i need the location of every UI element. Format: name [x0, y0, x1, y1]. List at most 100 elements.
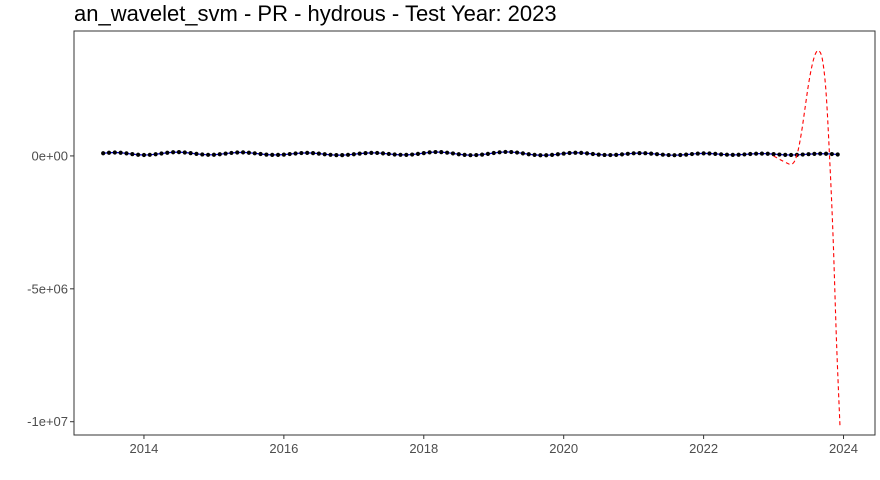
observed-data-point	[514, 150, 520, 155]
observed-data-point	[765, 151, 770, 156]
observed-data-point	[299, 150, 304, 156]
observed-data-point	[829, 151, 834, 157]
observed-data-point	[182, 150, 187, 155]
observed-data-point	[818, 151, 823, 156]
observed-data-point	[480, 152, 485, 157]
observed-data-point	[573, 150, 578, 155]
observed-data-point	[275, 152, 281, 158]
observed-data-point	[293, 151, 298, 156]
observed-data-point	[462, 152, 467, 157]
observed-data-point	[130, 152, 135, 157]
observed-data-point	[258, 151, 263, 157]
observed-data-point	[526, 152, 531, 157]
observed-data-point	[748, 151, 753, 157]
observed-data-point	[141, 152, 147, 158]
observed-data-point	[724, 152, 730, 157]
observed-data-point	[410, 152, 415, 157]
forecast-series-line	[773, 50, 841, 428]
observed-data-point	[614, 152, 619, 157]
observed-data-point	[788, 152, 794, 158]
observed-data-point	[759, 151, 765, 156]
observed-data-point	[118, 150, 123, 155]
observed-data-point	[136, 152, 141, 157]
observed-data-point	[188, 151, 193, 156]
observed-data-point	[200, 152, 205, 157]
observed-data-point	[194, 151, 199, 156]
observed-data-point	[252, 151, 257, 156]
observed-data-point	[351, 152, 356, 157]
chart-title: an_wavelet_svm - PR - hydrous - Test Yea…	[74, 1, 557, 26]
observed-data-point	[305, 150, 310, 155]
observed-data-point	[322, 152, 327, 157]
observed-data-point	[532, 152, 537, 158]
observed-data-point	[678, 152, 683, 158]
observed-data-point	[206, 152, 211, 157]
observed-data-point	[584, 151, 590, 156]
observed-data-point	[549, 152, 555, 158]
observed-data-point	[450, 151, 456, 156]
observed-data-point	[835, 152, 840, 157]
x-axis: 2014 2016 2018 2020 2022 2024	[129, 435, 858, 456]
observed-data-point	[112, 150, 117, 155]
observed-data-point	[235, 150, 240, 155]
observed-data-point	[176, 150, 182, 155]
observed-data-point	[445, 150, 450, 155]
observed-data-point	[742, 152, 747, 157]
observed-data-point	[433, 149, 438, 155]
observed-data-point	[713, 151, 718, 156]
observed-data-point	[398, 152, 403, 157]
observed-data-point	[707, 151, 712, 156]
observed-data-point	[386, 151, 391, 157]
observed-data-point	[229, 150, 234, 156]
observed-data-point	[474, 152, 479, 158]
observed-data-point	[165, 150, 170, 155]
x-tick-label: 2020	[549, 441, 578, 456]
observed-data-point	[357, 151, 362, 156]
observed-data-point	[625, 151, 630, 156]
observed-data-point	[783, 152, 788, 157]
observed-data-point	[240, 150, 246, 155]
observed-data-point	[579, 150, 584, 155]
observed-data-point	[666, 152, 671, 158]
observed-data-point	[637, 151, 642, 156]
observed-data-point	[660, 152, 665, 157]
observed-data-point	[695, 151, 700, 156]
observed-data-point	[619, 152, 625, 157]
observed-data-point	[375, 150, 380, 156]
x-tick-label: 2018	[409, 441, 438, 456]
observed-data-point	[246, 150, 252, 155]
observed-data-point	[456, 152, 461, 157]
y-tick-label: -5e+06	[27, 281, 68, 296]
observed-data-point	[684, 152, 689, 157]
observed-data-point	[730, 152, 735, 157]
observed-data-point	[380, 151, 386, 156]
observed-data-point	[270, 152, 275, 158]
observed-data-point	[538, 153, 543, 158]
observed-data-point	[415, 151, 421, 156]
plot-panel-border	[73, 30, 876, 436]
x-tick-label: 2024	[829, 441, 858, 456]
y-axis: 0e+00 -5e+06 -1e+07	[27, 148, 74, 429]
observed-data-point	[812, 151, 817, 156]
observed-data-point	[217, 152, 222, 157]
observed-data-point	[701, 151, 706, 156]
observed-data-point	[806, 152, 811, 157]
observed-data-point	[404, 152, 409, 157]
observed-data-point	[509, 149, 514, 155]
x-tick-label: 2014	[129, 441, 158, 456]
x-tick-label: 2022	[689, 441, 718, 456]
observed-data-point	[777, 152, 782, 157]
observed-data-point	[363, 151, 368, 156]
observed-data-point	[771, 152, 776, 157]
observed-data-point	[159, 151, 164, 156]
observed-data-point	[310, 151, 316, 156]
observed-data-point	[281, 152, 286, 157]
y-tick-label: 0e+00	[31, 148, 68, 163]
observed-data-point	[211, 152, 217, 157]
observed-data-point	[596, 152, 601, 157]
observed-data-point	[334, 153, 339, 158]
observed-data-point	[754, 151, 759, 156]
observed-data-point	[800, 152, 805, 157]
observed-data-point	[719, 152, 724, 157]
